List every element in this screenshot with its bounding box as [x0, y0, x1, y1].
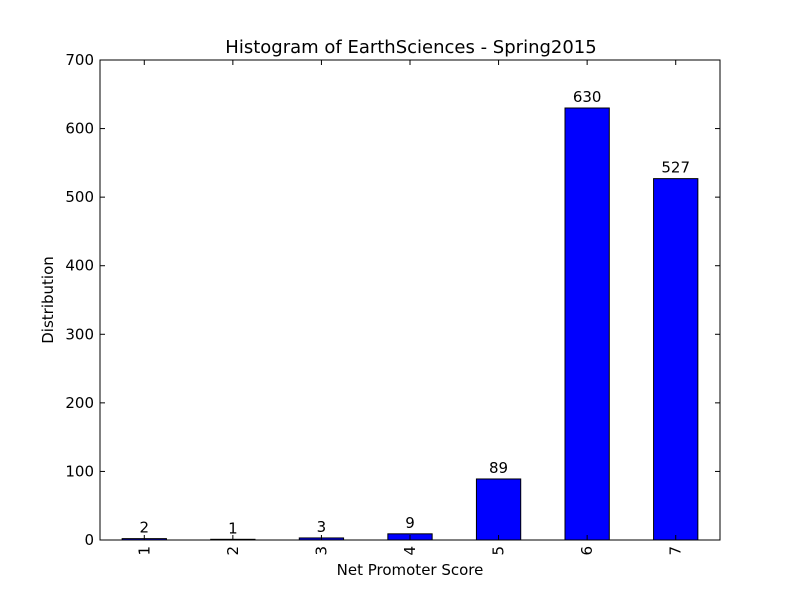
x-tick-label: 7	[667, 546, 685, 556]
y-tick-label: 0	[84, 531, 94, 549]
y-tick-label: 600	[65, 120, 94, 138]
bar-6	[564, 107, 610, 541]
y-tick-label: 100	[65, 462, 94, 480]
bar-5	[475, 478, 522, 541]
x-tick-label: 6	[578, 546, 596, 556]
bars-layer	[121, 107, 699, 541]
data-label-1: 2	[140, 519, 150, 537]
y-axis-label: Distribution	[39, 256, 57, 344]
bar-7	[653, 178, 699, 541]
plot-area-frame	[99, 59, 721, 541]
data-label-7: 527	[661, 159, 690, 177]
y-tick-label: 200	[65, 394, 94, 412]
chart-title: Histogram of EarthSciences - Spring2015	[225, 37, 596, 58]
data-label-2: 1	[228, 519, 238, 537]
labels-layer: 2 1 1 2 3 3 9 4 89 5 630 6 527 7 0 100 200 300 400 500 600 70…	[65, 51, 690, 556]
y-tick-label: 300	[65, 325, 94, 343]
x-tick-label: 3	[312, 546, 330, 556]
y-tick-label: 400	[65, 257, 94, 275]
x-tick-label: 2	[224, 546, 242, 556]
y-tick-label: 700	[65, 51, 94, 69]
data-label-6: 630	[573, 88, 602, 106]
data-label-4: 9	[405, 514, 415, 532]
x-tick-label: 1	[135, 546, 153, 556]
y-tick-label: 500	[65, 188, 94, 206]
x-tick-label: 4	[401, 546, 419, 556]
x-tick-label: 5	[490, 546, 508, 556]
data-label-5: 89	[489, 459, 508, 477]
x-axis-label: Net Promoter Score	[337, 561, 484, 579]
data-label-3: 3	[317, 518, 327, 536]
